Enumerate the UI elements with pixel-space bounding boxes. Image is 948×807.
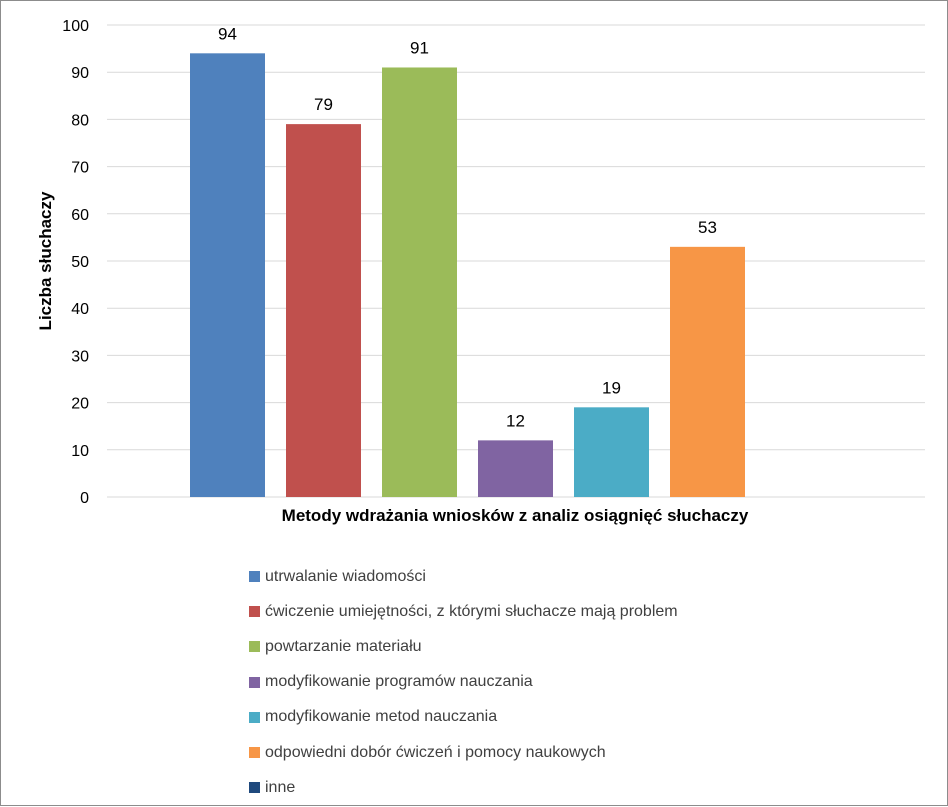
y-tick-label: 0	[80, 490, 89, 507]
data-label: 12	[506, 411, 525, 430]
y-tick-label: 40	[71, 301, 89, 318]
data-label: 19	[602, 378, 621, 397]
y-tick-label: 50	[71, 254, 89, 271]
legend-swatch	[249, 782, 260, 794]
bar	[670, 246, 745, 497]
legend-item: modyfikowanie metod nauczania	[249, 700, 678, 735]
legend-item: utrwalanie wiadomości	[249, 559, 678, 594]
y-tick-label: 10	[71, 443, 89, 460]
bar	[286, 124, 361, 498]
bar	[478, 440, 553, 497]
legend-label: utrwalanie wiadomości	[265, 567, 426, 585]
legend-item: inne	[249, 770, 678, 805]
legend-item: modyfikowanie programów nauczania	[249, 665, 678, 700]
y-tick-label: 80	[71, 112, 89, 129]
legend-label: odpowiedni dobór ćwiczeń i pomocy naukow…	[265, 743, 606, 761]
y-tick-label: 20	[71, 396, 89, 413]
data-label: 53	[698, 218, 717, 237]
bar	[574, 407, 649, 497]
y-tick-label: 30	[71, 348, 89, 365]
data-labels: 94 79 91 12 19 53	[218, 24, 717, 430]
legend-item: odpowiedni dobór ćwiczeń i pomocy naukow…	[249, 735, 678, 770]
bar	[190, 53, 265, 497]
bar	[382, 67, 457, 497]
legend-swatch	[249, 676, 260, 688]
y-axis-title: Liczba słuchaczy	[36, 191, 55, 330]
legend-swatch	[249, 747, 260, 759]
legend-swatch	[249, 571, 260, 583]
bars	[190, 53, 745, 498]
legend-swatch	[249, 606, 260, 618]
data-label: 94	[218, 24, 237, 43]
legend-label: modyfikowanie programów nauczania	[265, 673, 533, 691]
legend-swatch	[249, 711, 260, 723]
data-label: 79	[314, 95, 333, 114]
y-tick-label: 70	[71, 160, 89, 177]
legend-label: powtarzanie materiału	[265, 637, 422, 655]
legend-item: ćwiczenie umiejętności, z którymi słucha…	[249, 594, 678, 629]
legend-swatch	[249, 641, 260, 653]
legend-label: ćwiczenie umiejętności, z którymi słucha…	[265, 602, 678, 620]
y-tick-label: 90	[71, 65, 89, 82]
x-axis-title: Metody wdrażania wniosków z analiz osiąg…	[282, 506, 749, 525]
legend-label: modyfikowanie metod nauczania	[265, 708, 498, 726]
legend-item: powtarzanie materiału	[249, 629, 678, 664]
legend-label: inne	[265, 778, 296, 796]
y-axis-ticks: 0 10 20 30 40 50 60 70 80 90 100	[62, 18, 89, 507]
legend: utrwalanie wiadomości ćwiczenie umiejętno…	[249, 559, 678, 805]
y-tick-label: 60	[71, 207, 89, 224]
y-tick-label: 100	[62, 18, 89, 35]
data-label: 91	[410, 38, 429, 57]
